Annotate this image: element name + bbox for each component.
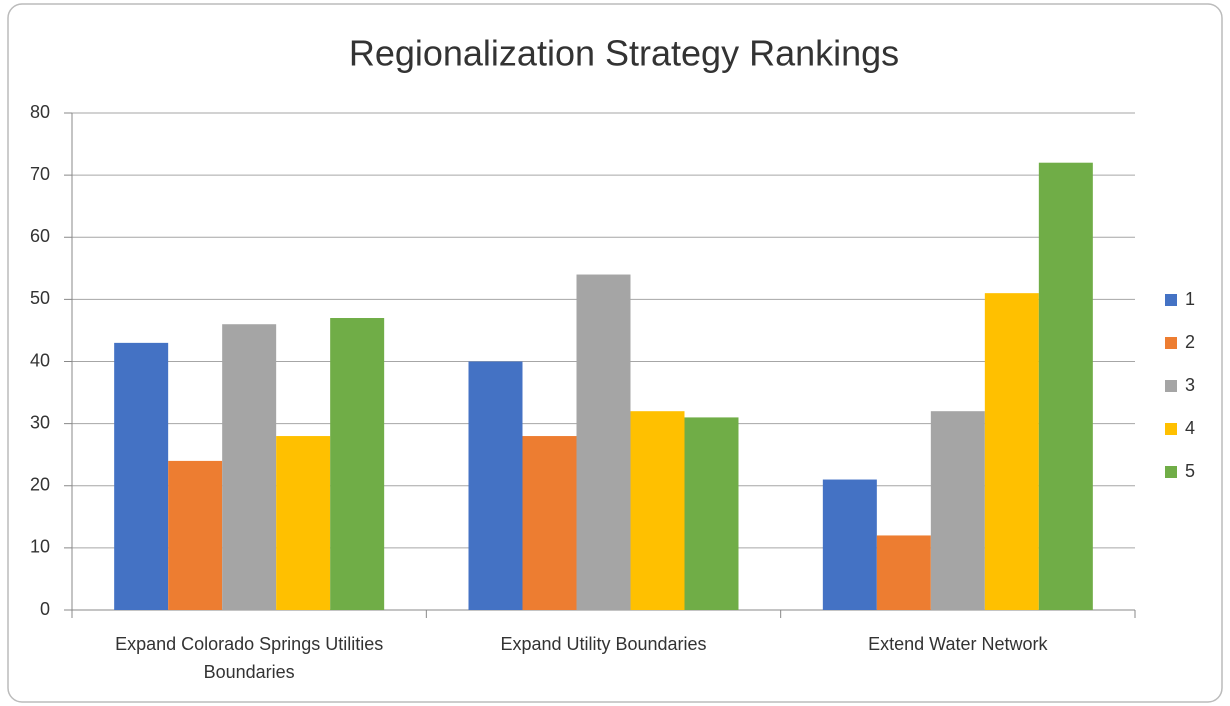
y-tick-label: 60 [30, 226, 50, 246]
y-tick-label: 50 [30, 288, 50, 308]
bar [522, 436, 577, 610]
bar [1038, 162, 1093, 610]
bar [822, 479, 877, 610]
bar [276, 436, 331, 610]
legend-label: 4 [1185, 418, 1195, 438]
legend-swatch [1165, 380, 1177, 392]
legend-label: 5 [1185, 461, 1195, 481]
legend-swatch [1165, 337, 1177, 349]
bar [684, 417, 739, 610]
legend-swatch [1165, 294, 1177, 306]
y-tick-label: 40 [30, 350, 50, 370]
legend-swatch [1165, 423, 1177, 435]
y-tick-label: 80 [30, 102, 50, 122]
x-tick-label: Expand Colorado Springs Utilities Bounda… [115, 634, 384, 682]
y-tick-label: 0 [40, 599, 50, 619]
y-tick-label: 10 [30, 537, 50, 557]
legend-swatch [1165, 466, 1177, 478]
legend-label: 1 [1185, 289, 1195, 309]
legend-label: 2 [1185, 332, 1195, 352]
bar [876, 535, 931, 610]
chart-title: Regionalization Strategy Rankings [349, 33, 899, 74]
x-tick-label: Expand Utility Boundaries [500, 634, 707, 654]
y-tick-label: 30 [30, 412, 50, 432]
bar [168, 460, 223, 610]
bar [222, 324, 277, 610]
bar [984, 293, 1039, 610]
y-tick-label: 20 [30, 475, 50, 495]
x-tick-label: Extend Water Network [868, 634, 1048, 654]
bar [114, 342, 169, 610]
bar [576, 274, 631, 610]
bar [330, 318, 385, 610]
bar [468, 361, 523, 610]
y-tick-label: 70 [30, 164, 50, 184]
bar [630, 411, 685, 610]
bar [930, 411, 985, 610]
legend-label: 3 [1185, 375, 1195, 395]
